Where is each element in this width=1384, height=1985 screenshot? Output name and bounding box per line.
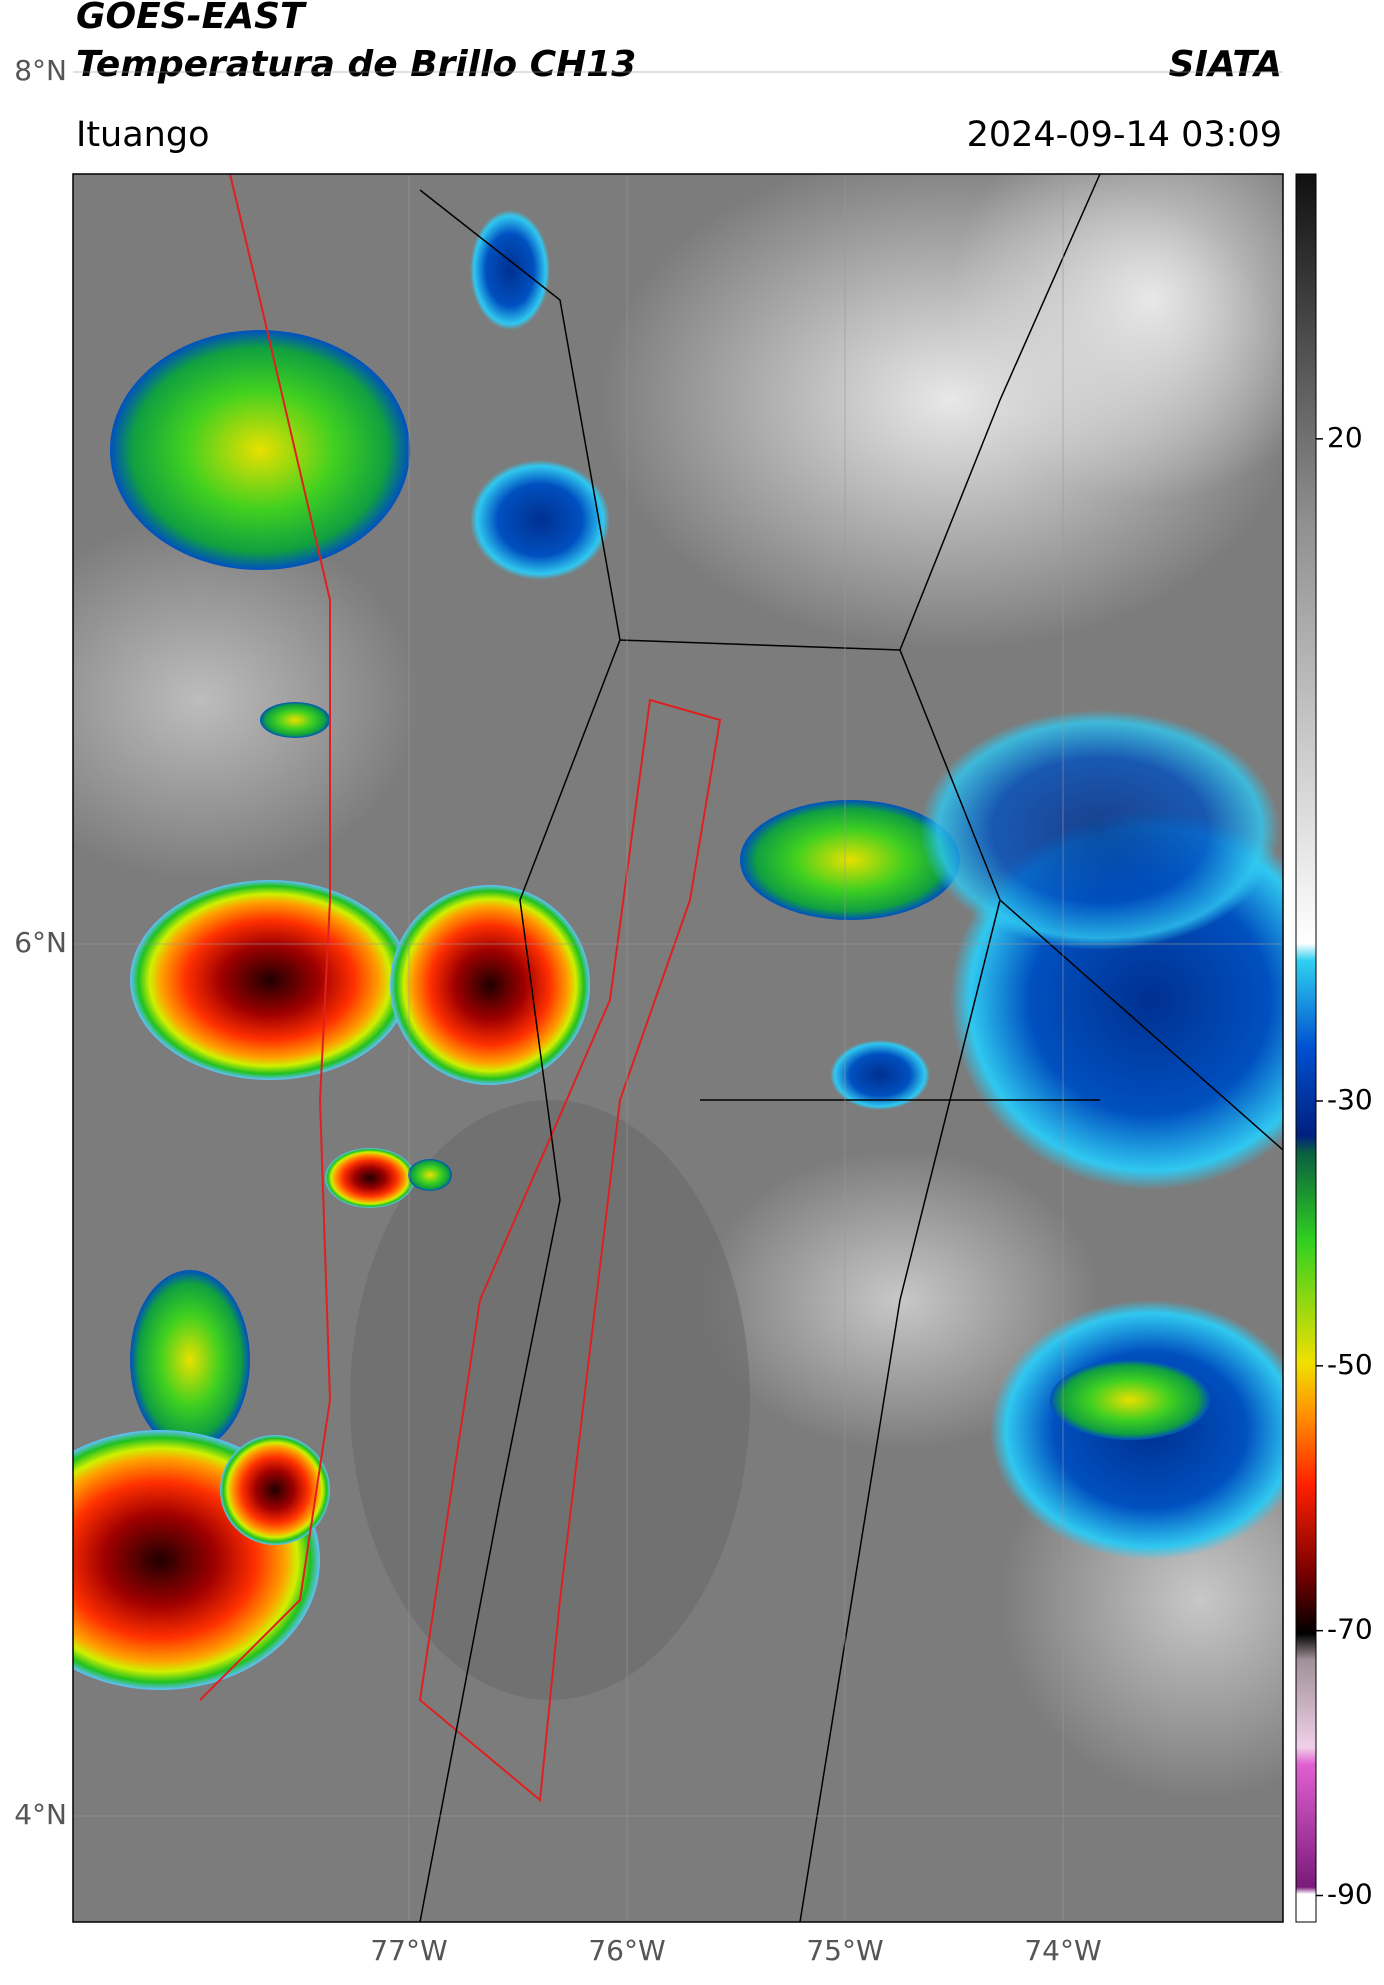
location: Ituango bbox=[76, 115, 210, 155]
colorbar-tick-label: -70 bbox=[1327, 1613, 1373, 1646]
lon-tick-label: 76°W bbox=[588, 1934, 665, 1967]
lat-tick-label: 6°N bbox=[14, 926, 67, 959]
colorbar-tick-label: -30 bbox=[1327, 1083, 1373, 1116]
lon-tick-label: 75°W bbox=[806, 1934, 883, 1967]
subtitle: Temperatura de Brillo CH13 bbox=[76, 44, 636, 85]
title: GOES-EAST bbox=[76, 0, 307, 37]
lat-tick-label: 4°N bbox=[14, 1798, 67, 1831]
datetime: 2024-09-14 03:09 bbox=[967, 115, 1282, 155]
lat-tick-label: 8°N bbox=[14, 54, 67, 87]
colorbar-tick-label: -50 bbox=[1327, 1348, 1373, 1381]
colorbar bbox=[1295, 173, 1317, 1923]
graticule bbox=[73, 71, 1283, 1922]
satellite-image bbox=[73, 174, 1283, 1922]
colorbar-tick-label: -90 bbox=[1327, 1878, 1373, 1911]
lon-tick-label: 74°W bbox=[1024, 1934, 1101, 1967]
lon-tick-label: 77°W bbox=[370, 1934, 447, 1967]
source: SIATA bbox=[1169, 44, 1282, 85]
map-frame bbox=[72, 173, 1284, 1923]
colorbar-tick-label: 20 bbox=[1327, 421, 1363, 454]
